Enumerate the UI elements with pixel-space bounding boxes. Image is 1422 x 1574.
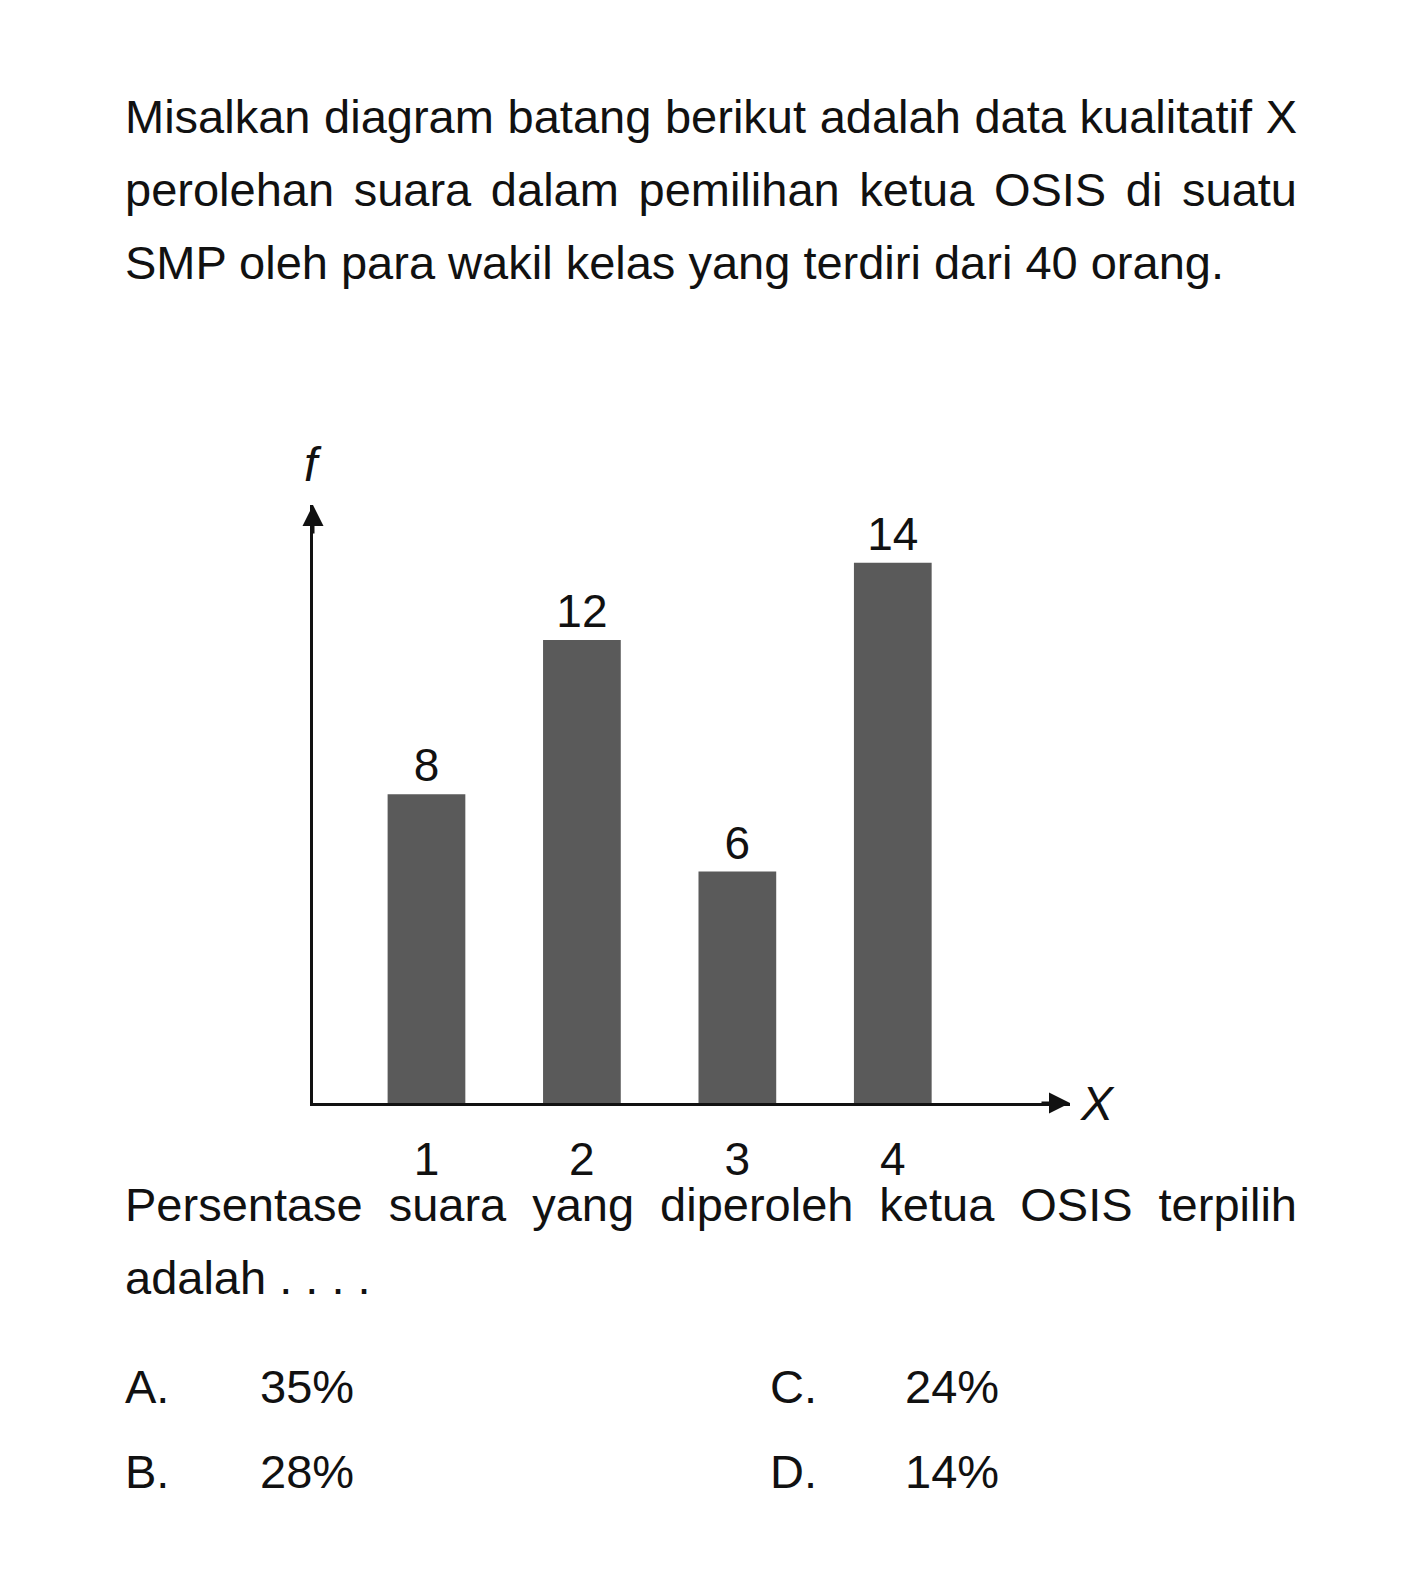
svg-text:3: 3 xyxy=(725,1133,751,1185)
html-text:28%: 28% xyxy=(260,1445,355,1498)
svg-text:6: 6 xyxy=(725,817,751,869)
html-text:14%: 14% xyxy=(905,1445,1000,1498)
html-text:D.: D. xyxy=(770,1445,817,1498)
html-text:C.: C. xyxy=(770,1360,817,1413)
svg-text:4: 4 xyxy=(880,1133,906,1185)
svg-text:X: X xyxy=(1080,1077,1115,1130)
svg-text:14: 14 xyxy=(867,508,918,560)
html-text:Misalkan diagram batang beriku: Misalkan diagram batang berikut adalah d… xyxy=(125,90,1297,289)
html-text:24%: 24% xyxy=(905,1360,1000,1413)
svg-text:1: 1 xyxy=(414,1133,440,1185)
html-text:A.: A. xyxy=(125,1360,170,1413)
svg-text:8: 8 xyxy=(414,739,440,791)
html-text:B.: B. xyxy=(125,1445,170,1498)
svg-text:12: 12 xyxy=(556,585,607,637)
html-text:Persentase suara yang diperole: Persentase suara yang diperoleh ketua OS… xyxy=(125,1178,1297,1304)
svg-text:2: 2 xyxy=(569,1133,595,1185)
html-text:35%: 35% xyxy=(260,1360,355,1413)
svg-text:f: f xyxy=(304,438,322,491)
